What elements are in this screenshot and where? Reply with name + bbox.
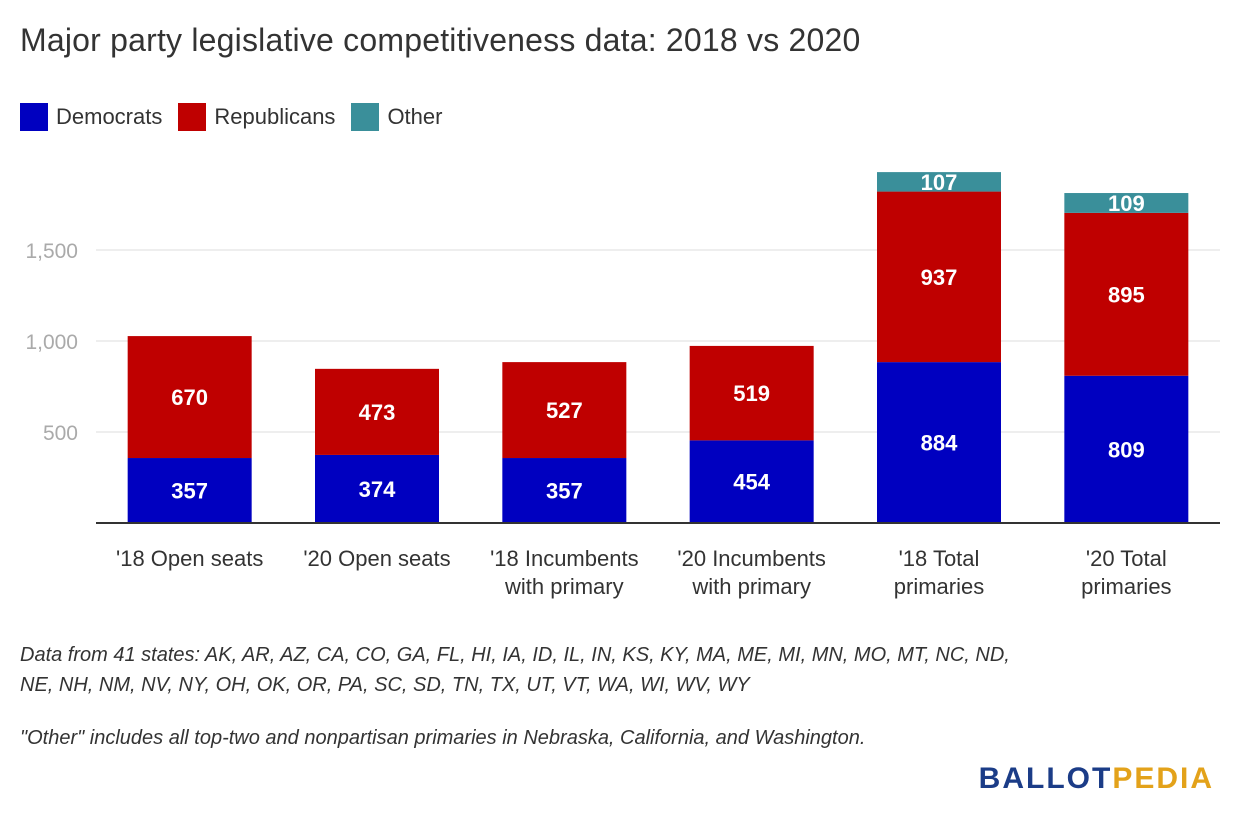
stacked-bar-chart: 500 1,000 1,500 357 670 374 473 357 527 454 519 88… (25, 170, 1220, 599)
legend: Democrats Republicans Other (20, 103, 458, 131)
legend-swatch-democrats (20, 103, 48, 131)
x-tick-label: '20 Total (1086, 546, 1167, 571)
data-label-republicans: 519 (733, 381, 770, 406)
gridlines: 500 1,000 1,500 (25, 240, 1220, 445)
bar-other (877, 172, 1001, 192)
data-label-republicans: 895 (1108, 282, 1145, 307)
data-label-democrats: 357 (546, 479, 583, 504)
data-labels: 357 670 374 473 357 527 454 519 884 937 107 809 895 1… (171, 170, 1144, 504)
footnote-other: "Other" includes all top-two and nonpart… (20, 727, 866, 749)
data-label-republicans: 527 (546, 398, 583, 423)
logo-ballot: BALLOT (978, 762, 1113, 795)
chart-title: Major party legislative competitiveness … (20, 22, 861, 58)
x-tick-label: primaries (1081, 574, 1171, 599)
footnote-states: Data from 41 states: AK, AR, AZ, CA, CO,… (20, 644, 1010, 696)
legend-item-republicans: Republicans (178, 103, 335, 131)
logo-pedia: PEDIA (1112, 762, 1214, 795)
x-axis: '18 Open seats '20 Open seats '18 Incumben… (96, 522, 1220, 599)
x-tick-label: '18 Open seats (116, 546, 263, 571)
bar-republicans (127, 336, 252, 459)
bar-democrats (689, 440, 814, 523)
y-tick-label: 1,500 (25, 240, 78, 263)
bar-republicans (502, 362, 627, 459)
bar-republicans (315, 368, 439, 455)
y-tick-label: 1,000 (25, 331, 78, 354)
x-tick-label: primaries (894, 574, 984, 599)
bar-democrats (127, 458, 252, 523)
data-label-republicans: 937 (921, 265, 958, 290)
data-label-democrats: 884 (921, 431, 958, 456)
data-label-other: 107 (921, 170, 958, 195)
legend-item-other: Other (351, 103, 442, 131)
data-label-democrats: 357 (171, 479, 208, 504)
bar-other (1064, 193, 1189, 213)
x-tick-label: '18 Total (899, 546, 980, 571)
bar-republicans (877, 191, 1001, 363)
x-tick-label: '20 Open seats (303, 546, 450, 571)
ballotpedia-logo: BALLOTPEDIA (979, 762, 1214, 796)
legend-label-republicans: Republicans (214, 104, 336, 129)
data-label-other: 109 (1108, 191, 1145, 216)
bar-democrats (502, 458, 627, 523)
bar-republicans (689, 345, 814, 441)
bar-democrats (315, 454, 439, 523)
bar-democrats (1064, 375, 1189, 523)
data-label-democrats: 374 (359, 477, 396, 502)
bars (127, 172, 1189, 523)
data-label-republicans: 473 (359, 400, 396, 425)
legend-swatch-republicans (178, 103, 207, 131)
legend-item-democrats: Democrats (20, 103, 162, 131)
bar-republicans (1064, 212, 1189, 376)
x-tick-label: '18 Incumbents (490, 546, 639, 571)
y-tick-label: 500 (43, 422, 78, 445)
data-label-democrats: 809 (1108, 437, 1145, 462)
bar-democrats (877, 362, 1001, 523)
data-label-democrats: 454 (733, 470, 770, 495)
legend-swatch-other (351, 103, 380, 131)
x-tick-label: '20 Incumbents (677, 546, 826, 571)
legend-label-democrats: Democrats (56, 104, 163, 129)
x-tick-label: with primary (504, 574, 624, 599)
data-label-republicans: 670 (171, 385, 208, 410)
x-tick-label: with primary (691, 574, 811, 599)
legend-label-other: Other (387, 104, 443, 129)
